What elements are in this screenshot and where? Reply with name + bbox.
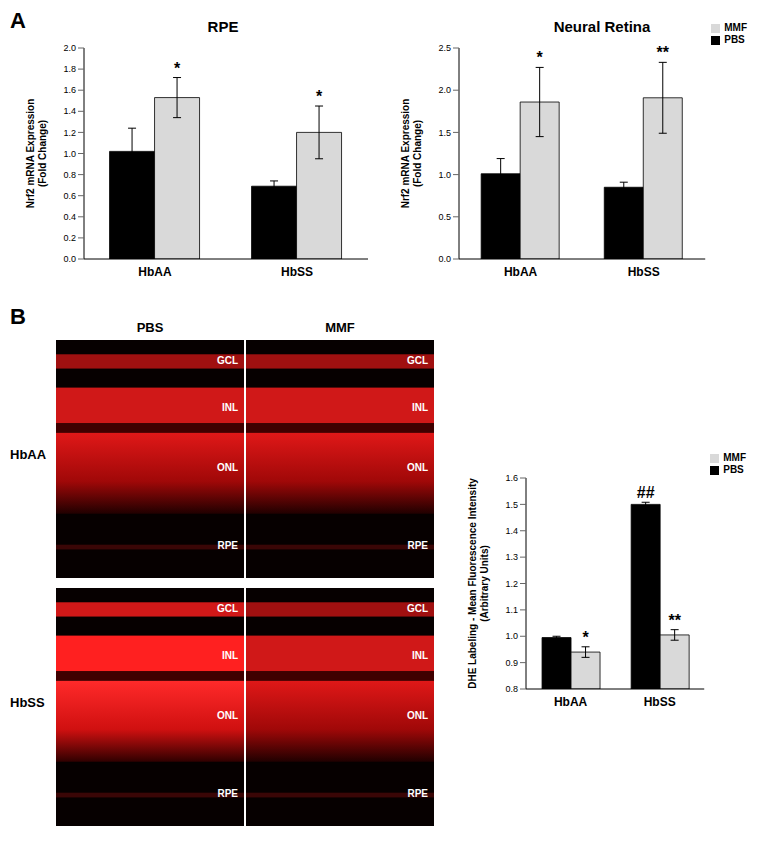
svg-text:Nrf2 mRNA Expression(Fold Chan: Nrf2 mRNA Expression(Fold Change) xyxy=(400,99,423,209)
svg-text:2.0: 2.0 xyxy=(63,43,76,53)
svg-text:0.0: 0.0 xyxy=(63,254,76,264)
svg-text:RPE: RPE xyxy=(217,788,238,799)
svg-text:1.2: 1.2 xyxy=(63,128,76,138)
svg-text:**: ** xyxy=(657,44,670,61)
svg-text:1.2: 1.2 xyxy=(505,579,518,589)
svg-text:RPE: RPE xyxy=(407,540,428,551)
html-text:MMF: MMF xyxy=(724,22,747,33)
svg-text:ONL: ONL xyxy=(217,462,238,473)
svg-text:0.9: 0.9 xyxy=(505,658,518,668)
svg-text:1.0: 1.0 xyxy=(438,170,451,180)
svg-text:INL: INL xyxy=(412,402,428,413)
svg-text:1.5: 1.5 xyxy=(438,128,451,138)
svg-text:HbSS: HbSS xyxy=(10,695,45,710)
html-text:PBS: PBS xyxy=(724,34,745,45)
svg-text:INL: INL xyxy=(412,650,428,661)
svg-text:1.6: 1.6 xyxy=(505,473,518,483)
svg-text:HbSS: HbSS xyxy=(281,265,313,279)
svg-text:**: ** xyxy=(668,612,681,629)
svg-text:1.5: 1.5 xyxy=(505,500,518,510)
svg-text:1.8: 1.8 xyxy=(63,64,76,74)
svg-text:0.8: 0.8 xyxy=(505,684,518,694)
svg-text:GCL: GCL xyxy=(217,603,238,614)
svg-text:DHE Labeling - Mean Fluorescen: DHE Labeling - Mean Fluorescence Intensi… xyxy=(467,478,490,689)
svg-text:PBS: PBS xyxy=(137,320,164,335)
svg-text:0.0: 0.0 xyxy=(438,254,451,264)
svg-text:Nrf2 mRNA Expression(Fold Chan: Nrf2 mRNA Expression(Fold Change) xyxy=(25,99,48,209)
svg-text:0.5: 0.5 xyxy=(438,212,451,222)
svg-text:0.8: 0.8 xyxy=(63,170,76,180)
svg-text:1.0: 1.0 xyxy=(505,631,518,641)
svg-text:1.3: 1.3 xyxy=(505,552,518,562)
svg-text:1.1: 1.1 xyxy=(505,605,518,615)
svg-text:ONL: ONL xyxy=(407,462,428,473)
svg-text:MMF: MMF xyxy=(325,320,355,335)
svg-text:RPE: RPE xyxy=(407,788,428,799)
html-text:PBS: PBS xyxy=(723,464,744,475)
svg-text:2.5: 2.5 xyxy=(438,43,451,53)
svg-text:GCL: GCL xyxy=(407,355,428,366)
svg-text:HbAA: HbAA xyxy=(138,265,172,279)
svg-text:*: * xyxy=(316,88,323,105)
svg-text:HbAA: HbAA xyxy=(554,695,588,709)
svg-text:INL: INL xyxy=(222,650,238,661)
html-text:MMF: MMF xyxy=(723,452,746,463)
svg-text:HbAA: HbAA xyxy=(504,265,538,279)
svg-text:*: * xyxy=(174,60,181,77)
svg-text:0.6: 0.6 xyxy=(63,191,76,201)
svg-text:0.2: 0.2 xyxy=(63,233,76,243)
svg-text:RPE: RPE xyxy=(217,540,238,551)
svg-text:2.0: 2.0 xyxy=(438,85,451,95)
html-text:B: B xyxy=(10,304,26,329)
svg-text:HbAA: HbAA xyxy=(10,447,47,462)
svg-text:*: * xyxy=(582,629,589,646)
svg-text:1.0: 1.0 xyxy=(63,149,76,159)
svg-text:*: * xyxy=(537,49,544,66)
svg-text:1.4: 1.4 xyxy=(63,106,76,116)
svg-text:##: ## xyxy=(637,484,655,501)
svg-text:GCL: GCL xyxy=(217,355,238,366)
svg-text:ONL: ONL xyxy=(217,710,238,721)
svg-text:0.4: 0.4 xyxy=(63,212,76,222)
svg-text:ONL: ONL xyxy=(407,710,428,721)
svg-text:1.6: 1.6 xyxy=(63,85,76,95)
svg-text:HbSS: HbSS xyxy=(628,265,660,279)
html-text:A: A xyxy=(10,8,26,33)
svg-text:1.4: 1.4 xyxy=(505,526,518,536)
html-text:Neural Retina: Neural Retina xyxy=(553,18,651,35)
html-text:RPE: RPE xyxy=(207,18,239,35)
svg-text:GCL: GCL xyxy=(407,603,428,614)
svg-text:INL: INL xyxy=(222,402,238,413)
svg-text:HbSS: HbSS xyxy=(644,695,676,709)
